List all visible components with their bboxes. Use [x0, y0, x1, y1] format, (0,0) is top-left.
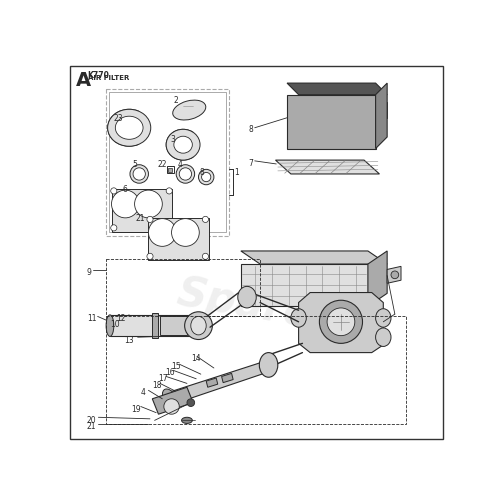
Ellipse shape [291, 308, 306, 327]
Text: 11: 11 [87, 314, 97, 323]
Ellipse shape [133, 168, 145, 180]
Ellipse shape [108, 110, 151, 146]
Text: Spares: Spares [173, 272, 340, 341]
Ellipse shape [238, 286, 256, 308]
Ellipse shape [110, 225, 117, 231]
Text: 22: 22 [158, 160, 167, 169]
Text: 18: 18 [152, 381, 162, 390]
Text: A: A [76, 71, 91, 90]
Polygon shape [387, 266, 401, 283]
Ellipse shape [166, 130, 200, 160]
Text: 17: 17 [158, 374, 168, 383]
Ellipse shape [391, 271, 398, 278]
Ellipse shape [260, 352, 278, 377]
Ellipse shape [172, 218, 200, 246]
Ellipse shape [116, 116, 143, 140]
Text: 8: 8 [200, 168, 204, 177]
Ellipse shape [172, 100, 206, 120]
Ellipse shape [148, 218, 176, 246]
Bar [376, 102, 387, 118]
Ellipse shape [376, 328, 391, 346]
Text: 5: 5 [132, 160, 137, 169]
Text: 3: 3 [170, 136, 175, 144]
Ellipse shape [202, 172, 211, 182]
Bar [106, 258, 260, 316]
Text: 6: 6 [122, 184, 127, 194]
Text: 21: 21 [87, 422, 97, 431]
Text: 8: 8 [248, 126, 254, 134]
Text: 9: 9 [87, 268, 92, 277]
Text: 20: 20 [87, 416, 97, 424]
Text: 21: 21 [136, 214, 145, 223]
Text: 1: 1 [234, 168, 240, 177]
Ellipse shape [191, 316, 206, 335]
Bar [168, 168, 172, 172]
Polygon shape [222, 374, 233, 382]
Ellipse shape [202, 254, 208, 260]
Ellipse shape [320, 300, 362, 344]
Polygon shape [276, 160, 380, 174]
Text: 2: 2 [173, 96, 178, 105]
Ellipse shape [376, 308, 391, 327]
Ellipse shape [174, 136, 193, 153]
Bar [106, 316, 406, 424]
Ellipse shape [182, 418, 192, 424]
Ellipse shape [198, 170, 214, 184]
Ellipse shape [162, 389, 178, 408]
Text: 19: 19 [132, 405, 141, 414]
Ellipse shape [134, 190, 162, 218]
Ellipse shape [147, 216, 153, 222]
Text: 7: 7 [248, 158, 254, 168]
Polygon shape [241, 264, 368, 306]
Bar [106, 258, 260, 316]
Ellipse shape [166, 225, 172, 231]
Ellipse shape [130, 164, 148, 183]
Ellipse shape [176, 164, 195, 183]
Text: 16: 16 [166, 368, 175, 377]
Text: 12: 12 [116, 314, 126, 323]
Ellipse shape [112, 190, 139, 218]
Bar [167, 166, 174, 173]
Bar [110, 315, 202, 336]
Text: 4: 4 [178, 160, 182, 169]
Polygon shape [241, 251, 387, 264]
Polygon shape [287, 94, 376, 148]
Ellipse shape [179, 168, 192, 180]
Polygon shape [152, 387, 193, 414]
Text: 10: 10 [110, 320, 120, 330]
Text: 4: 4 [141, 388, 146, 397]
Polygon shape [168, 360, 273, 404]
Text: AIR FILTER: AIR FILTER [88, 76, 129, 82]
Ellipse shape [187, 399, 194, 406]
Ellipse shape [110, 188, 117, 194]
Text: 15: 15 [172, 362, 181, 371]
Ellipse shape [202, 216, 208, 222]
Bar [109, 92, 226, 232]
Bar [112, 190, 172, 232]
Bar [160, 316, 187, 335]
Ellipse shape [147, 254, 153, 260]
Text: 14: 14 [191, 354, 200, 363]
Bar [152, 314, 158, 338]
Ellipse shape [327, 308, 355, 336]
Text: 23: 23 [113, 114, 122, 123]
Polygon shape [206, 378, 218, 387]
Polygon shape [376, 83, 387, 148]
Polygon shape [368, 251, 387, 306]
Ellipse shape [184, 312, 212, 340]
Ellipse shape [106, 315, 114, 336]
Ellipse shape [166, 188, 172, 194]
Text: 13: 13 [124, 336, 134, 344]
Polygon shape [298, 292, 384, 352]
Text: K770: K770 [88, 71, 110, 80]
Polygon shape [287, 83, 387, 94]
Bar [148, 218, 208, 260]
Ellipse shape [164, 399, 179, 414]
Bar [106, 90, 230, 236]
